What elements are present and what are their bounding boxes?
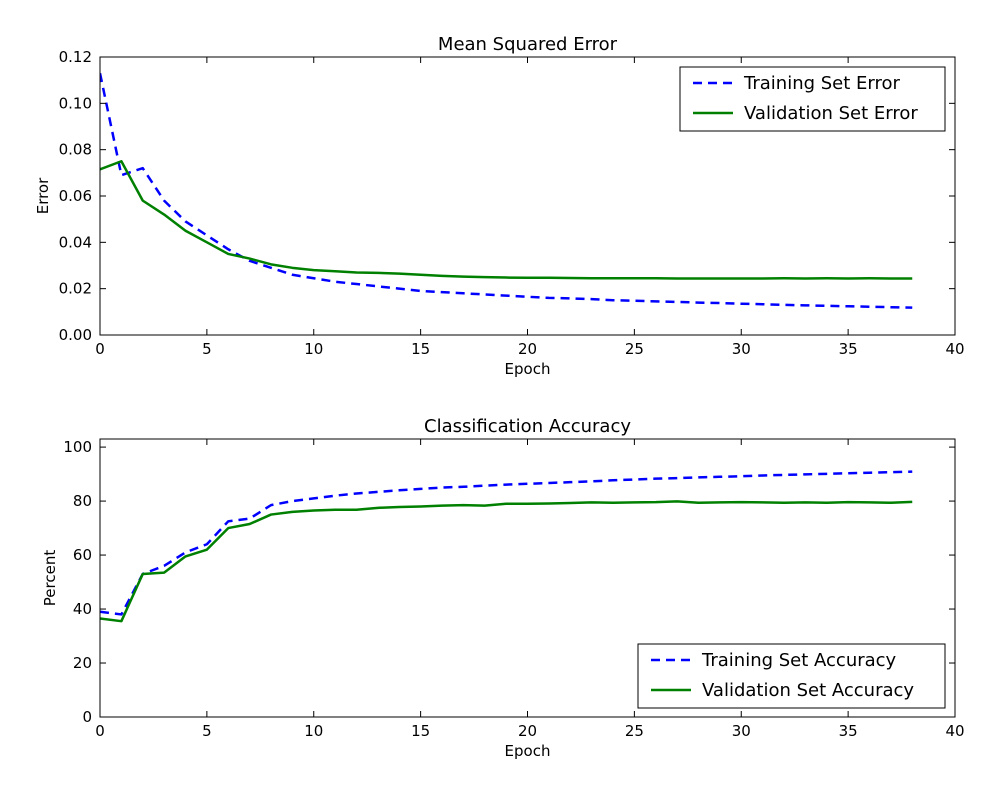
y-tick-label: 20: [73, 654, 92, 672]
x-tick-label: 25: [625, 722, 644, 740]
legend-label: Training Set Error: [743, 73, 901, 94]
x-tick-label: 5: [202, 722, 212, 740]
series-line-training-set-accuracy: [100, 470, 913, 616]
x-tick-label: 20: [518, 722, 537, 740]
y-tick-label: 0.06: [59, 187, 92, 205]
x-tick-label: 35: [839, 340, 858, 358]
y-axis-label: Percent: [41, 550, 59, 607]
x-tick-label: 5: [202, 340, 212, 358]
x-tick-label: 25: [625, 340, 644, 358]
x-axis-label: Epoch: [505, 360, 551, 378]
y-axis-label: Error: [34, 177, 52, 214]
x-axis-label: Epoch: [505, 742, 551, 760]
x-tick-label: 10: [304, 722, 323, 740]
y-tick-label: 0.12: [59, 48, 92, 66]
legend: Training Set Error Validation Set Error: [679, 66, 946, 132]
chart-title: Classification Accuracy: [424, 416, 631, 437]
legend-label: Validation Set Error: [744, 103, 918, 124]
chart-title: Mean Squared Error: [438, 34, 618, 55]
y-tick-label: 0.08: [59, 141, 92, 159]
legend-box: [679, 66, 946, 132]
y-tick-label: 0.04: [59, 233, 92, 251]
chart-1: 0 5 10 15 20 25 30 35 40 0.00 0.02 0.04 0.06 0.08 0.10…: [34, 34, 965, 378]
series-line-validation-set-error: [100, 160, 913, 280]
x-tick-label: 35: [839, 722, 858, 740]
x-tick-label: 15: [411, 340, 430, 358]
y-tick-label: 60: [73, 546, 92, 564]
legend-label: Training Set Accuracy: [701, 650, 897, 671]
legend-box: [637, 643, 946, 709]
y-tick-label: 100: [63, 438, 92, 456]
x-tick-label: 30: [732, 722, 751, 740]
x-tick-label: 0: [95, 722, 105, 740]
y-tick-label: 0.02: [59, 280, 92, 298]
series-line-training-set-error: [100, 72, 913, 309]
x-tick-label: 20: [518, 340, 537, 358]
x-tick-label: 40: [945, 722, 964, 740]
x-tick-label: 0: [95, 340, 105, 358]
x-tick-label: 30: [732, 340, 751, 358]
x-tick-label: 10: [304, 340, 323, 358]
y-tick-label: 80: [73, 492, 92, 510]
y-tick-label: 40: [73, 600, 92, 618]
series-line-validation-set-accuracy: [100, 500, 913, 623]
legend: Training Set Accuracy Validation Set Accu…: [637, 643, 946, 709]
legend-label: Validation Set Accuracy: [702, 680, 914, 701]
x-tick-label: 15: [411, 722, 430, 740]
y-tick-label: 0.00: [59, 326, 92, 344]
x-tick-label: 40: [945, 340, 964, 358]
y-tick-label: 0.10: [59, 94, 92, 112]
y-tick-label: 0: [82, 708, 92, 726]
chart-2: 0 5 10 15 20 25 30 35 40 0 20 40 60 80 100 Classificati…: [41, 416, 965, 760]
